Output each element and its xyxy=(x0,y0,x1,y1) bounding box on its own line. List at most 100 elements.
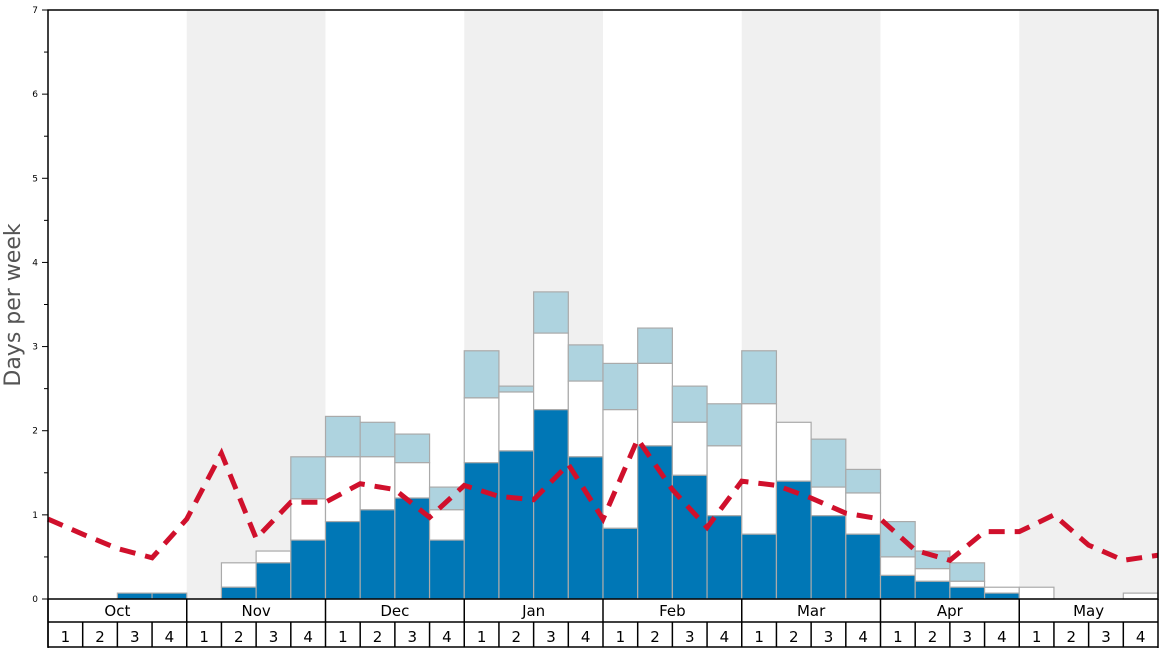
bar-dark xyxy=(845,533,882,600)
week-label: 1 xyxy=(338,628,348,646)
bar-dark xyxy=(602,527,639,600)
bar-dark xyxy=(116,592,153,600)
y-tick-label: 0 xyxy=(32,595,38,605)
bar-dark xyxy=(324,520,361,600)
week-label: 3 xyxy=(685,628,695,646)
bar-light xyxy=(949,562,986,582)
week-label: 4 xyxy=(1136,628,1146,646)
bar-dark xyxy=(533,409,569,600)
week-label: 2 xyxy=(95,628,105,646)
week-label: 1 xyxy=(616,628,626,646)
bar-light xyxy=(671,385,708,423)
bar-light xyxy=(810,438,847,488)
bar-middle xyxy=(567,380,604,458)
bar-light xyxy=(533,291,569,334)
y-tick-label: 7 xyxy=(32,6,38,16)
bar-dark xyxy=(567,456,604,600)
bar-light xyxy=(637,327,673,364)
y-axis-label: Days per week xyxy=(1,223,26,386)
week-label: 3 xyxy=(130,628,140,646)
bar-middle xyxy=(983,586,1020,594)
week-label: 4 xyxy=(720,628,730,646)
bar-light xyxy=(359,421,396,458)
bar-dark xyxy=(151,592,188,600)
week-label: 1 xyxy=(754,628,764,646)
month-label-dec: Dec xyxy=(380,602,409,620)
y-tick-label: 4 xyxy=(32,258,38,268)
bar-middle xyxy=(290,498,327,541)
week-label: 3 xyxy=(1101,628,1111,646)
bar-middle xyxy=(637,362,673,447)
bar-dark xyxy=(775,480,812,600)
bar-dark xyxy=(706,515,743,600)
bar-light xyxy=(741,350,778,405)
bar-middle xyxy=(220,562,257,588)
bar-middle xyxy=(533,332,569,411)
week-label: 2 xyxy=(650,628,660,646)
bar-middle xyxy=(949,580,986,588)
bar-middle xyxy=(879,556,916,577)
week-label: 4 xyxy=(858,628,868,646)
bar-middle xyxy=(602,409,639,529)
week-label: 2 xyxy=(1067,628,1077,646)
bar-dark xyxy=(463,462,500,600)
month-label-oct: Oct xyxy=(104,602,130,620)
week-label: 4 xyxy=(165,628,175,646)
month-label-may: May xyxy=(1073,602,1104,620)
week-label: 3 xyxy=(962,628,972,646)
bar-middle xyxy=(671,421,708,476)
month-label-mar: Mar xyxy=(797,602,826,620)
month-label-nov: Nov xyxy=(241,602,270,620)
bar-dark xyxy=(290,539,327,600)
week-label: 4 xyxy=(997,628,1007,646)
bar-middle xyxy=(463,397,500,464)
month-label-apr: Apr xyxy=(937,602,964,620)
y-tick-label: 2 xyxy=(32,427,38,437)
bar-light xyxy=(324,415,361,458)
week-label: 2 xyxy=(373,628,383,646)
bar-dark xyxy=(810,515,847,600)
bar-light xyxy=(394,433,431,464)
bar-light xyxy=(567,344,604,382)
bar-light xyxy=(706,403,743,447)
week-label: 1 xyxy=(61,628,71,646)
bar-dark xyxy=(741,533,778,600)
week-label: 3 xyxy=(824,628,834,646)
week-label: 2 xyxy=(789,628,799,646)
bar-dark xyxy=(983,592,1020,600)
bar-light xyxy=(602,362,639,411)
week-label: 3 xyxy=(269,628,279,646)
bar-middle xyxy=(428,509,465,541)
bar-dark xyxy=(220,586,257,600)
bar-dark xyxy=(879,574,916,600)
bar-dark xyxy=(637,445,673,600)
week-label: 2 xyxy=(234,628,244,646)
bar-dark xyxy=(914,580,951,600)
bar-middle xyxy=(1122,592,1159,600)
week-label: 1 xyxy=(477,628,487,646)
week-label: 1 xyxy=(893,628,903,646)
bar-middle xyxy=(498,391,535,452)
bar-middle xyxy=(359,456,396,511)
week-label: 4 xyxy=(303,628,313,646)
y-tick-label: 3 xyxy=(32,343,38,353)
bar-dark xyxy=(255,562,292,600)
y-tick-label: 5 xyxy=(32,174,38,184)
bar-light xyxy=(290,456,327,500)
bar-middle xyxy=(1018,586,1055,600)
month-shade-may xyxy=(1019,10,1158,599)
average-line xyxy=(46,433,1159,564)
week-label: 1 xyxy=(199,628,209,646)
y-tick-label: 1 xyxy=(32,511,38,521)
bar-middle xyxy=(255,550,292,564)
bar-dark xyxy=(949,586,986,600)
bar-light xyxy=(498,385,535,393)
week-label: 2 xyxy=(928,628,938,646)
bar-middle xyxy=(914,568,951,582)
week-label: 2 xyxy=(512,628,522,646)
month-label-jan: Jan xyxy=(521,602,545,620)
week-label: 3 xyxy=(546,628,556,646)
bar-dark xyxy=(498,450,535,600)
week-label: 3 xyxy=(407,628,417,646)
bar-middle xyxy=(775,421,812,482)
